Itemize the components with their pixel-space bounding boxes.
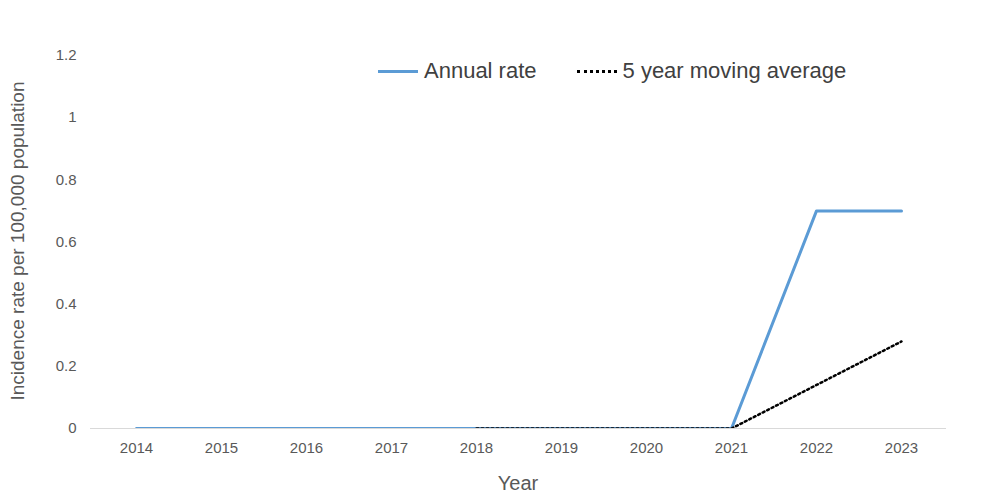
svg-text:2017: 2017 [375,439,408,456]
svg-text:1: 1 [68,108,76,125]
svg-text:2016: 2016 [290,439,323,456]
svg-text:2019: 2019 [545,439,578,456]
svg-text:0.6: 0.6 [56,233,77,250]
html-text:5 year moving average: 5 year moving average [622,58,847,83]
svg-text:2015: 2015 [205,439,238,456]
html-text:Incidence rate per 100,000 pop: Incidence rate per 100,000 population [7,81,28,401]
svg-text:0.2: 0.2 [56,357,77,374]
html-text:Year: Year [497,472,539,494]
svg-text:2018: 2018 [460,439,493,456]
svg-text:1.2: 1.2 [56,46,77,63]
svg-text:0.8: 0.8 [56,171,77,188]
svg-text:2014: 2014 [120,439,153,456]
svg-text:0.4: 0.4 [56,295,77,312]
svg-text:2023: 2023 [885,439,918,456]
svg-text:0: 0 [68,419,76,436]
html-text:Annual rate: Annual rate [424,58,537,83]
svg-text:2020: 2020 [630,439,663,456]
svg-text:2021: 2021 [715,439,748,456]
svg-text:2022: 2022 [800,439,833,456]
